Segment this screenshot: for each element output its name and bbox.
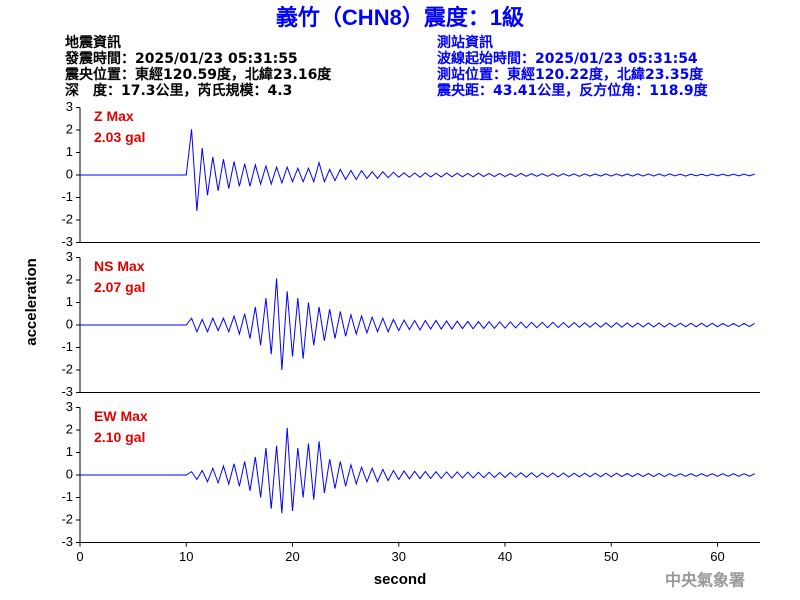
max-annotation: 2.10 gal [94, 429, 145, 445]
waveform [80, 129, 755, 212]
y-tick-label: 0 [66, 316, 73, 331]
x-tick-label: 10 [179, 549, 193, 564]
y-tick-label: -2 [61, 361, 73, 376]
y-tick-label: 0 [66, 166, 73, 181]
x-tick-label: 40 [498, 549, 512, 564]
y-tick-label: 2 [66, 271, 73, 286]
max-annotation: NS Max [94, 258, 145, 274]
x-tick-label: 60 [710, 549, 724, 564]
waveform [80, 427, 755, 514]
y-tick-label: -2 [61, 511, 73, 526]
x-tick-label: 30 [392, 549, 406, 564]
y-tick-label: 3 [66, 99, 73, 114]
waveform [80, 278, 755, 371]
y-tick-label: 2 [66, 421, 73, 436]
y-tick-label: 2 [66, 121, 73, 136]
max-annotation: 2.07 gal [94, 279, 145, 295]
max-annotation: EW Max [94, 408, 148, 424]
y-tick-label: 1 [66, 294, 73, 309]
y-tick-label: 3 [66, 399, 73, 414]
y-tick-label: 3 [66, 249, 73, 264]
y-tick-label: -1 [61, 339, 73, 354]
agency-footer: 中央氣象署 [665, 571, 745, 590]
x-tick-label: 0 [76, 549, 83, 564]
y-tick-label: 1 [66, 444, 73, 459]
y-tick-label: -3 [61, 234, 73, 249]
max-annotation: Z Max [94, 108, 134, 124]
x-axis-label: second [374, 571, 427, 588]
station-info-line: 震央距：43.41公里，反方位角：118.9度 [436, 82, 709, 99]
y-axis-label: acceleration [23, 258, 40, 346]
station-info-line: 波線起始時間：2025/01/23 05:31:54 [437, 50, 698, 67]
title: 義竹（CHN8）震度：1級 [276, 5, 524, 30]
station-info-line: 地震資訊 [65, 34, 121, 51]
y-tick-label: -3 [61, 384, 73, 399]
y-tick-label: 0 [66, 466, 73, 481]
max-annotation: 2.03 gal [94, 129, 145, 145]
y-tick-label: -2 [61, 211, 73, 226]
x-tick-label: 50 [604, 549, 618, 564]
station-info-line: 深 度：17.3公里，芮氏規模：4.3 [65, 82, 292, 99]
station-info-line: 發震時間：2025/01/23 05:31:55 [64, 50, 298, 67]
y-tick-label: -3 [61, 534, 73, 549]
x-tick-label: 20 [285, 549, 299, 564]
station-info-line: 測站資訊 [437, 34, 493, 51]
station-info-line: 測站位置：東經120.22度，北緯23.35度 [437, 66, 704, 83]
station-info-line: 震央位置：東經120.59度，北緯23.16度 [64, 66, 332, 83]
y-tick-label: 1 [66, 144, 73, 159]
y-tick-label: -1 [61, 489, 73, 504]
y-tick-label: -1 [61, 189, 73, 204]
